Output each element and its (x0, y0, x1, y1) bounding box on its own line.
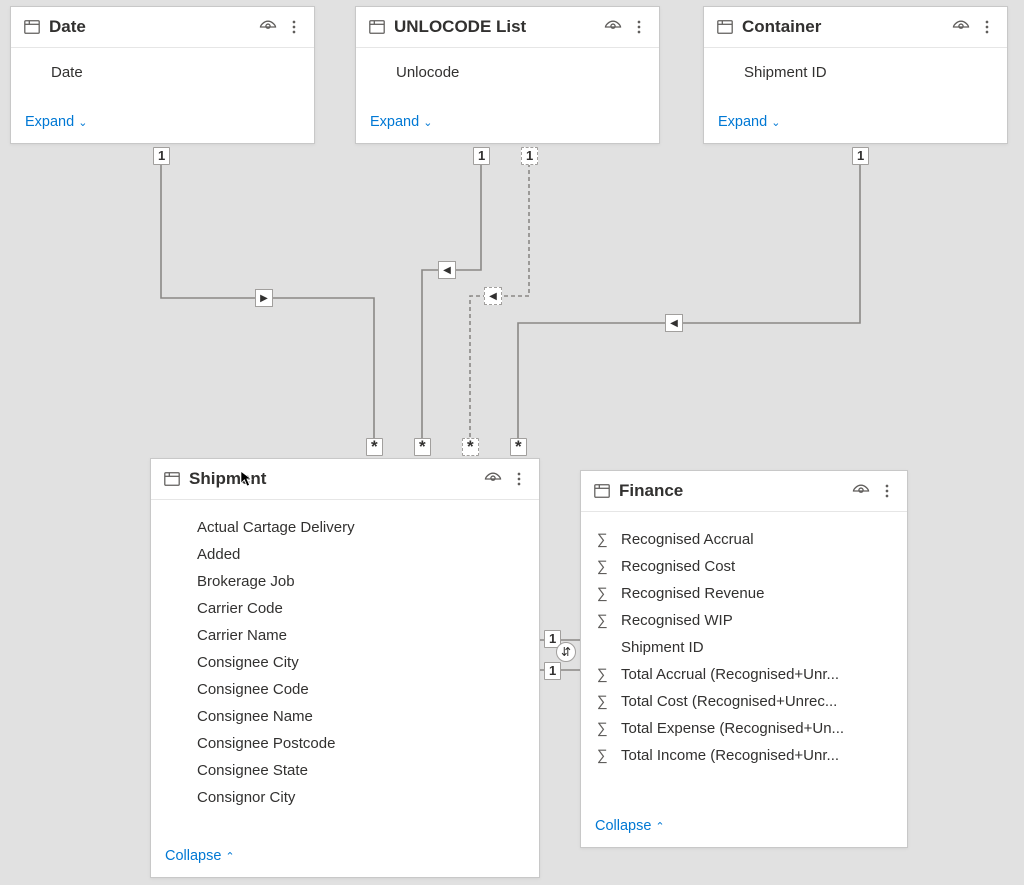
entity-date[interactable]: Date Date Expand⌄ (10, 6, 315, 144)
field-item[interactable]: Consignor City (181, 784, 539, 811)
entity-title: UNLOCODE List (394, 17, 595, 37)
cardinality-many: * (366, 438, 383, 456)
field-item[interactable]: ∑Recognised Cost (581, 553, 907, 580)
visibility-icon[interactable] (951, 17, 971, 37)
entity-shipment[interactable]: Shipment Actual Cartage Delivery Added B… (150, 458, 540, 878)
entity-unlocode[interactable]: UNLOCODE List Unlocode Expand⌄ (355, 6, 660, 144)
table-icon (23, 18, 41, 36)
field-item[interactable]: Consignee Postcode (181, 730, 539, 757)
field-item[interactable]: ∑Total Income (Recognised+Unr... (581, 742, 907, 769)
field-item[interactable]: Brokerage Job (181, 568, 539, 595)
entity-title: Date (49, 17, 250, 37)
field-item[interactable]: Consignee State (181, 757, 539, 784)
field-list: Unlocode (356, 54, 659, 97)
field-item[interactable]: ∑Total Expense (Recognised+Un... (581, 715, 907, 742)
filter-direction-icon: ◀ (665, 314, 683, 332)
filter-direction-icon: ▶ (255, 289, 273, 307)
field-item[interactable]: ∑Recognised WIP (581, 607, 907, 634)
expand-toggle[interactable]: Expand⌄ (718, 114, 780, 130)
field-list[interactable]: ∑Recognised Accrual ∑Recognised Cost ∑Re… (581, 518, 907, 801)
cardinality-many: * (414, 438, 431, 456)
filter-direction-icon: ◀ (484, 287, 502, 305)
cardinality-one: 1 (544, 662, 561, 680)
cardinality-many: * (462, 438, 479, 456)
entity-title: Container (742, 17, 943, 37)
more-options-icon[interactable] (977, 17, 997, 37)
table-icon (593, 482, 611, 500)
chevron-up-icon: ⌃ (225, 850, 234, 863)
entity-header[interactable]: Container (704, 7, 1007, 48)
entity-header[interactable]: UNLOCODE List (356, 7, 659, 48)
entity-header[interactable]: Date (11, 7, 314, 48)
entity-title: Shipment (189, 469, 475, 489)
chevron-up-icon: ⌃ (655, 820, 664, 833)
chevron-down-icon: ⌄ (78, 116, 87, 129)
visibility-icon[interactable] (851, 481, 871, 501)
field-item[interactable]: Added (181, 541, 539, 568)
field-list: Date (11, 54, 314, 97)
field-item[interactable]: Carrier Code (181, 595, 539, 622)
sigma-icon: ∑ (597, 720, 613, 737)
entity-header[interactable]: Shipment (151, 459, 539, 500)
entity-container[interactable]: Container Shipment ID Expand⌄ (703, 6, 1008, 144)
chevron-down-icon: ⌄ (771, 116, 780, 129)
field-item[interactable]: Consignee City (181, 649, 539, 676)
more-options-icon[interactable] (629, 17, 649, 37)
table-icon (163, 470, 181, 488)
cardinality-one: 1 (473, 147, 490, 165)
chevron-down-icon: ⌄ (423, 116, 432, 129)
field-item[interactable]: ∑Total Accrual (Recognised+Unr... (581, 661, 907, 688)
entity-finance[interactable]: Finance ∑Recognised Accrual ∑Recognised … (580, 470, 908, 848)
field-item[interactable]: Carrier Name (181, 622, 539, 649)
table-icon (368, 18, 386, 36)
sigma-icon: ∑ (597, 585, 613, 602)
more-options-icon[interactable] (877, 481, 897, 501)
field-item[interactable]: Shipment ID (704, 54, 1007, 91)
field-item[interactable]: Consignee Code (181, 676, 539, 703)
visibility-icon[interactable] (603, 17, 623, 37)
field-item[interactable]: Date (11, 54, 314, 91)
expand-toggle[interactable]: Expand⌄ (370, 114, 432, 130)
sigma-icon: ∑ (597, 747, 613, 764)
more-options-icon[interactable] (509, 469, 529, 489)
visibility-icon[interactable] (483, 469, 503, 489)
model-canvas[interactable]: Date Date Expand⌄ UNLOCODE List (0, 0, 1024, 885)
sigma-icon: ∑ (597, 531, 613, 548)
collapse-toggle[interactable]: Collapse⌃ (595, 818, 665, 834)
field-item[interactable]: ∑Total Cost (Recognised+Unrec... (581, 688, 907, 715)
cardinality-one: 1 (153, 147, 170, 165)
cardinality-many: * (510, 438, 527, 456)
field-item[interactable]: Unlocode (356, 54, 659, 91)
field-list[interactable]: Actual Cartage Delivery Added Brokerage … (151, 506, 539, 831)
more-options-icon[interactable] (284, 17, 304, 37)
sigma-icon: ∑ (597, 666, 613, 683)
cardinality-one: 1 (521, 147, 538, 165)
field-item[interactable]: Actual Cartage Delivery (181, 514, 539, 541)
sigma-icon: ∑ (597, 558, 613, 575)
table-icon (716, 18, 734, 36)
entity-title: Finance (619, 481, 843, 501)
field-list: Shipment ID (704, 54, 1007, 97)
entity-header[interactable]: Finance (581, 471, 907, 512)
sigma-icon: ∑ (597, 612, 613, 629)
collapse-toggle[interactable]: Collapse⌃ (165, 848, 235, 864)
filter-direction-icon: ◀ (438, 261, 456, 279)
field-item[interactable]: Consignee Name (181, 703, 539, 730)
expand-toggle[interactable]: Expand⌄ (25, 114, 87, 130)
cardinality-one: 1 (852, 147, 869, 165)
sigma-icon: ∑ (597, 693, 613, 710)
visibility-icon[interactable] (258, 17, 278, 37)
field-item[interactable]: ∑Recognised Revenue (581, 580, 907, 607)
field-item[interactable]: ∑Recognised Accrual (581, 526, 907, 553)
bidirectional-filter-icon: ⇵ (556, 642, 576, 662)
field-item[interactable]: Shipment ID (581, 634, 907, 661)
